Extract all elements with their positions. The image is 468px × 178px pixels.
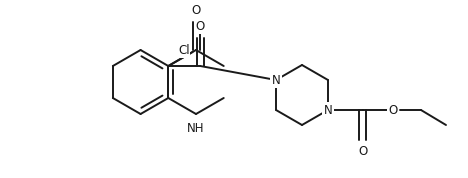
Text: NH: NH — [187, 122, 205, 135]
Text: N: N — [323, 103, 332, 116]
Text: O: O — [388, 103, 398, 116]
Text: Cl: Cl — [178, 44, 190, 57]
Text: O: O — [358, 145, 367, 158]
Text: O: O — [191, 4, 201, 17]
Text: N: N — [271, 74, 280, 87]
Text: O: O — [196, 20, 205, 33]
